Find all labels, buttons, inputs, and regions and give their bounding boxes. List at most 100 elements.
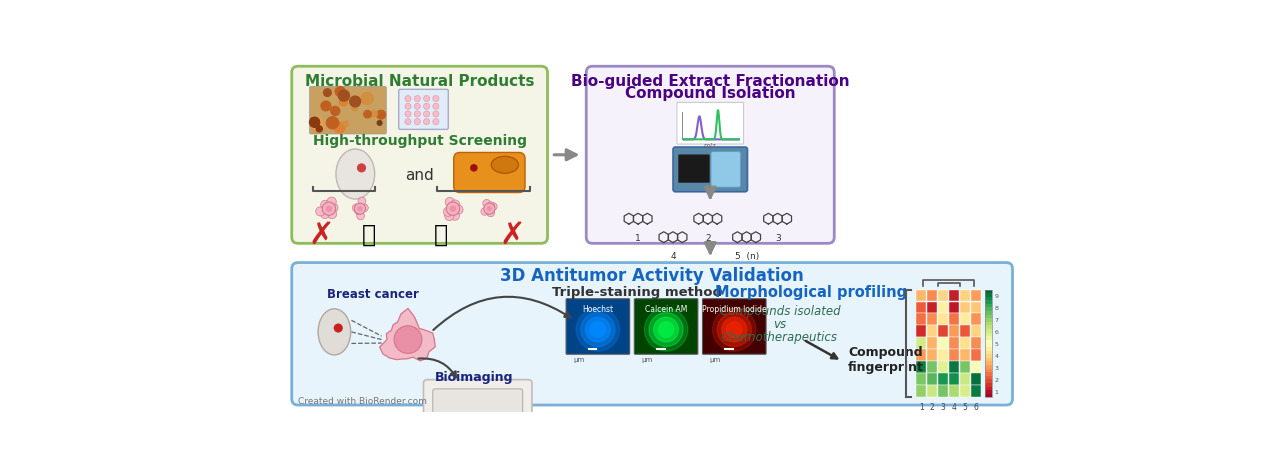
Circle shape — [370, 113, 375, 117]
Text: Chemotherapeutics: Chemotherapeutics — [722, 330, 838, 343]
Circle shape — [339, 99, 347, 106]
Ellipse shape — [335, 150, 375, 200]
Text: µm: µm — [709, 356, 721, 362]
Circle shape — [316, 207, 325, 217]
Bar — [937, 326, 948, 338]
Bar — [915, 290, 927, 301]
Circle shape — [357, 165, 365, 172]
Bar — [986, 300, 992, 304]
FancyBboxPatch shape — [677, 103, 744, 144]
Bar — [443, 433, 457, 441]
Circle shape — [325, 206, 333, 213]
Bar — [986, 322, 992, 326]
Bar — [960, 290, 970, 301]
Circle shape — [585, 318, 611, 342]
Bar — [986, 326, 992, 329]
Bar — [986, 383, 992, 387]
Bar — [986, 333, 992, 337]
Circle shape — [321, 201, 330, 210]
Bar — [986, 312, 992, 315]
Circle shape — [349, 97, 361, 108]
Bar — [915, 362, 927, 373]
FancyBboxPatch shape — [566, 299, 630, 355]
Bar — [986, 390, 992, 394]
Bar — [915, 386, 927, 397]
Circle shape — [372, 112, 378, 117]
Bar — [927, 290, 937, 301]
FancyBboxPatch shape — [433, 389, 522, 425]
Circle shape — [415, 112, 420, 118]
Text: 6: 6 — [995, 329, 998, 334]
FancyBboxPatch shape — [292, 263, 1012, 405]
Circle shape — [330, 107, 339, 116]
Text: Compound
fingerprint: Compound fingerprint — [849, 345, 924, 373]
Text: 👍: 👍 — [362, 223, 376, 247]
Bar — [986, 297, 992, 300]
Circle shape — [581, 313, 614, 347]
Text: Breast cancer: Breast cancer — [328, 287, 419, 300]
Circle shape — [644, 308, 687, 351]
FancyBboxPatch shape — [292, 67, 548, 244]
Circle shape — [486, 202, 494, 210]
Circle shape — [323, 203, 335, 216]
Text: vs: vs — [773, 317, 787, 330]
Bar — [960, 350, 970, 361]
Bar — [986, 290, 992, 294]
Circle shape — [310, 118, 323, 130]
Bar — [986, 319, 992, 322]
Circle shape — [321, 102, 330, 112]
Bar — [937, 350, 948, 361]
Bar — [986, 369, 992, 372]
Bar — [960, 302, 970, 313]
Bar — [960, 374, 970, 385]
Bar — [986, 337, 992, 340]
Bar — [504, 433, 518, 441]
Circle shape — [424, 119, 430, 125]
FancyBboxPatch shape — [678, 156, 709, 183]
Bar — [960, 338, 970, 349]
Circle shape — [717, 313, 751, 347]
Circle shape — [727, 322, 742, 338]
Text: 7: 7 — [995, 317, 998, 322]
Text: 2: 2 — [995, 377, 998, 382]
Circle shape — [415, 119, 420, 125]
FancyBboxPatch shape — [453, 153, 525, 193]
Bar — [435, 422, 521, 427]
Bar — [970, 374, 980, 385]
Polygon shape — [380, 309, 435, 361]
Circle shape — [338, 91, 349, 102]
Text: m/z: m/z — [704, 143, 717, 148]
Circle shape — [357, 206, 362, 212]
Text: 3: 3 — [941, 402, 946, 411]
Circle shape — [415, 96, 420, 102]
Circle shape — [481, 208, 489, 216]
Text: Morphological profiling: Morphological profiling — [716, 285, 908, 300]
Bar — [970, 302, 980, 313]
Text: Created with BioRender.com: Created with BioRender.com — [298, 396, 426, 405]
Circle shape — [324, 90, 332, 97]
FancyBboxPatch shape — [673, 148, 748, 192]
Bar — [960, 386, 970, 397]
Bar — [960, 326, 970, 338]
Bar — [986, 329, 992, 333]
Circle shape — [328, 210, 337, 219]
Text: 3D Antitumor Activity Validation: 3D Antitumor Activity Validation — [500, 266, 804, 284]
Circle shape — [454, 206, 463, 215]
Bar — [970, 362, 980, 373]
Bar — [986, 358, 992, 362]
Circle shape — [444, 212, 454, 221]
Circle shape — [433, 112, 439, 118]
Bar — [948, 362, 959, 373]
Bar — [986, 365, 992, 369]
Bar — [948, 326, 959, 338]
Circle shape — [404, 96, 411, 102]
Bar — [915, 338, 927, 349]
Bar — [986, 344, 992, 347]
Bar — [970, 350, 980, 361]
Text: 3: 3 — [774, 233, 781, 242]
Circle shape — [335, 88, 346, 97]
FancyBboxPatch shape — [398, 90, 448, 130]
Bar — [970, 314, 980, 325]
Circle shape — [404, 119, 411, 125]
Bar — [970, 290, 980, 301]
